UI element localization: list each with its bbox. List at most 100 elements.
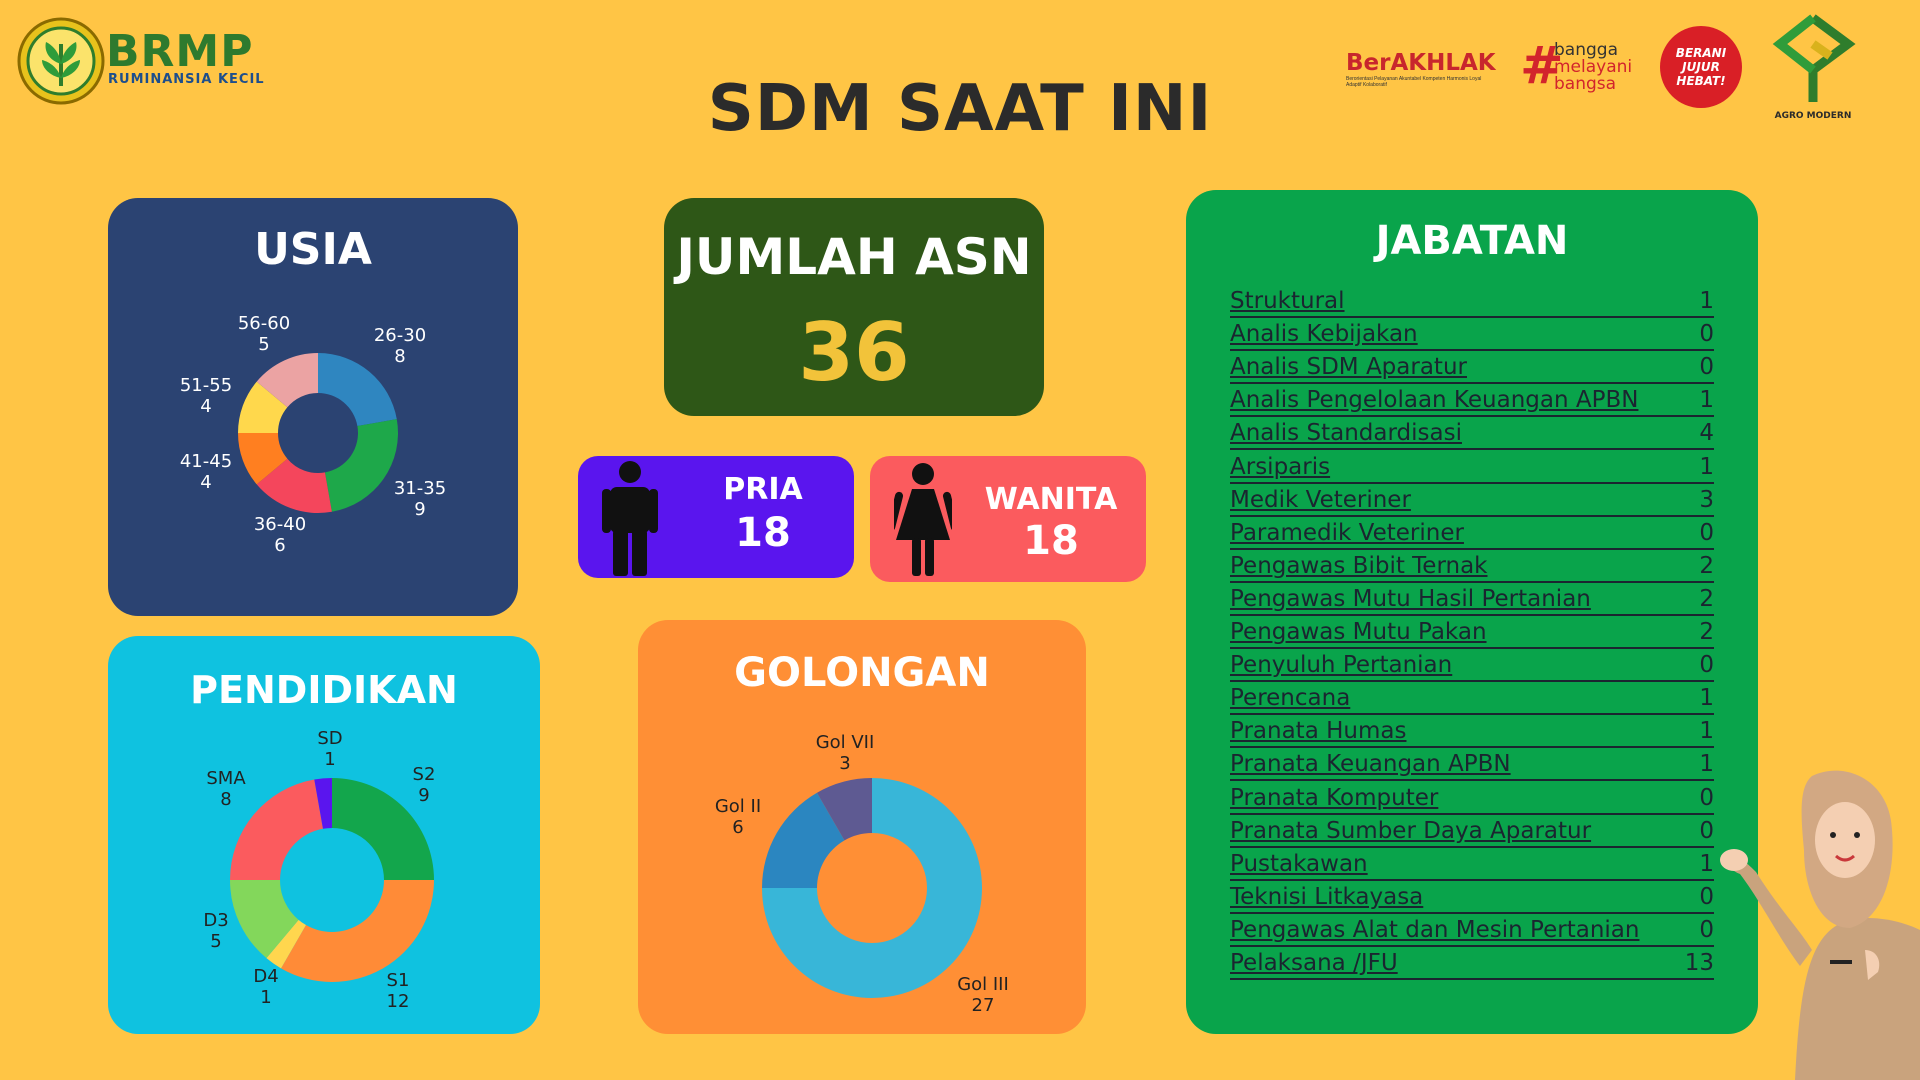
jabatan-row-name: Pranata Keuangan APBN <box>1230 751 1511 778</box>
jumlah-asn-card: JUMLAH ASN 36 <box>664 198 1044 416</box>
jabatan-row-name: Analis Kebijakan <box>1230 321 1418 348</box>
jabatan-row-value: 0 <box>1699 883 1714 910</box>
jabatan-row: Pelaksana /JFU 13 <box>1230 948 1714 980</box>
donut-slice-s1 <box>281 880 434 982</box>
jabatan-row-value: 1 <box>1699 718 1714 745</box>
jabatan-row-value: 0 <box>1699 321 1714 348</box>
agro-modern-icon <box>1772 14 1856 102</box>
jabatan-row: Analis Standardisasi 4 <box>1230 418 1714 451</box>
wanita-label: WANITA <box>984 482 1118 517</box>
jabatan-row-value: 0 <box>1699 784 1714 811</box>
pendidikan-label-d4: D4 1 <box>253 966 279 1008</box>
jabatan-row-name: Analis Pengelolaan Keuangan APBN <box>1230 387 1639 414</box>
jabatan-row: Pustakawan 1 <box>1230 849 1714 881</box>
pendidikan-title: PENDIDIKAN <box>190 668 458 712</box>
donut-slice-d3 <box>230 880 299 959</box>
jabatan-row-value: 1 <box>1699 288 1714 314</box>
jabatan-row: Pengawas Bibit Ternak 2 <box>1230 551 1714 583</box>
donut-slice-gol-vii <box>817 778 872 841</box>
pendidikan-label-d3: D3 5 <box>203 910 229 952</box>
pria-label: PRIA <box>723 472 803 507</box>
jabatan-row-name: Paramedik Veteriner <box>1230 519 1464 546</box>
jabatan-row-value: 1 <box>1699 387 1714 414</box>
jabatan-row-name: Pranata Sumber Daya Aparatur <box>1230 817 1592 844</box>
jabatan-panel: JABATAN Struktural 1 Analis Kebijakan 0 Anal… <box>1186 190 1758 1034</box>
jabatan-row-name: Struktural <box>1230 288 1345 314</box>
female-figure-icon <box>894 463 952 576</box>
jabatan-row-value: 1 <box>1699 850 1714 877</box>
donut-slice-36-40 <box>256 458 332 513</box>
jabatan-row-name: Pengawas Mutu Pakan <box>1230 619 1487 645</box>
pendidikan-panel: PENDIDIKAN SD 1 S2 9 SMA 8 D3 5 D4 1 S1 12 <box>108 636 540 1034</box>
page-title: SDM SAAT INI <box>707 72 1213 146</box>
brmp-emblem-icon <box>17 17 105 105</box>
jabatan-row-value: 2 <box>1699 619 1714 645</box>
jabatan-row: Pranata Komputer 0 <box>1230 783 1714 815</box>
hebat-text: HEBAT! <box>1676 74 1726 88</box>
brmp-logo-text: BRMP <box>106 26 254 77</box>
jabatan-row-value: 1 <box>1699 751 1714 778</box>
hijab-mascot-icon <box>1720 770 1920 1080</box>
jabatan-row: Analis SDM Aparatur 0 <box>1230 352 1714 385</box>
golongan-label-gol-ii: Gol II 6 <box>714 796 762 838</box>
golongan-label-gol-vii: Gol VII 3 <box>815 732 875 774</box>
jabatan-row-name: Pelaksana /JFU <box>1230 950 1398 976</box>
usia-donut-chart <box>238 353 398 513</box>
berakhlak-badge: BerAKHLAK Berorientasi Pelayanan Akuntab… <box>1346 50 1496 100</box>
jabatan-row-name: Pranata Humas <box>1230 718 1407 745</box>
jabatan-row: Penyuluh Pertanian 0 <box>1230 650 1714 683</box>
jabatan-row-name: Arsiparis <box>1230 453 1331 480</box>
jabatan-row-value: 2 <box>1699 552 1714 579</box>
usia-label-26-30: 26-30 8 <box>373 325 427 367</box>
jabatan-row: Pengawas Alat dan Mesin Pertanian 0 <box>1230 915 1714 947</box>
jabatan-row: Pengawas Mutu Pakan 2 <box>1230 617 1714 649</box>
donut-slice-sma <box>230 779 323 880</box>
jabatan-row: Arsiparis 1 <box>1230 452 1714 484</box>
jabatan-row-name: Pengawas Mutu Hasil Pertanian <box>1230 585 1591 612</box>
jabatan-row-value: 0 <box>1699 354 1714 381</box>
hashtag-icon: # <box>1520 36 1564 96</box>
golongan-panel: GOLONGAN Gol VII 3 Gol II 6 Gol III 27 <box>638 620 1086 1034</box>
jabatan-row-name: Pustakawan <box>1230 850 1368 877</box>
bangsa-text: bangsa <box>1554 74 1617 94</box>
golongan-title: GOLONGAN <box>734 650 990 696</box>
usia-label-51-55: 51-55 4 <box>179 375 233 417</box>
jabatan-row: Pranata Keuangan APBN 1 <box>1230 749 1714 782</box>
jabatan-row-name: Analis Standardisasi <box>1230 420 1462 447</box>
donut-slice-31-35 <box>324 419 398 512</box>
bangga-text: bangga <box>1554 40 1618 60</box>
melayani-text: melayani <box>1554 57 1633 77</box>
jabatan-row-name: Pengawas Bibit Ternak <box>1230 552 1488 579</box>
jabatan-row-value: 0 <box>1699 817 1714 844</box>
golongan-label-gol-iii: Gol III 27 <box>957 974 1009 1016</box>
pendidikan-label-sd: SD 1 <box>317 728 343 770</box>
jabatan-row: Analis Pengelolaan Keuangan APBN 1 <box>1230 385 1714 418</box>
donut-slice-s2 <box>332 778 434 880</box>
jabatan-row-name: Pengawas Alat dan Mesin Pertanian <box>1230 916 1640 943</box>
donut-slice-sd <box>314 778 332 829</box>
usia-label-36-40: 36-40 6 <box>253 514 307 556</box>
wanita-value: 18 <box>1023 518 1079 564</box>
jabatan-row-value: 2 <box>1699 585 1714 612</box>
jabatan-row-name: Medik Veteriner <box>1230 486 1411 513</box>
donut-slice-41-45 <box>238 433 288 485</box>
donut-slice-51-55 <box>238 381 288 433</box>
pendidikan-label-s2: S2 9 <box>412 764 436 806</box>
jabatan-row-value: 1 <box>1699 685 1714 712</box>
jabatan-row-name: Penyuluh Pertanian <box>1230 652 1453 679</box>
pria-value: 18 <box>735 510 791 556</box>
usia-label-56-60: 56-60 5 <box>237 313 291 355</box>
jabatan-row: Pranata Sumber Daya Aparatur 0 <box>1230 816 1714 848</box>
jabatan-row-value: 0 <box>1699 519 1714 546</box>
usia-label-41-45: 41-45 4 <box>179 451 233 493</box>
usia-label-31-35: 31-35 9 <box>393 478 447 520</box>
jumlah-asn-value: 36 <box>798 306 910 399</box>
berakhlak-subtext: Berorientasi Pelayanan Akuntabel Kompete… <box>1346 76 1482 88</box>
bangga-melayani-badge: # bangga melayani bangsa <box>1520 36 1640 100</box>
jabatan-row-value: 0 <box>1699 652 1714 679</box>
jabatan-row-name: Analis SDM Aparatur <box>1230 354 1467 381</box>
brmp-logo-subtext: RUMINANSIA KECIL <box>108 72 265 87</box>
jumlah-asn-title: JUMLAH ASN <box>676 228 1032 286</box>
jabatan-title: JABATAN <box>1375 218 1569 264</box>
pria-card: PRIA 18 <box>578 456 854 578</box>
